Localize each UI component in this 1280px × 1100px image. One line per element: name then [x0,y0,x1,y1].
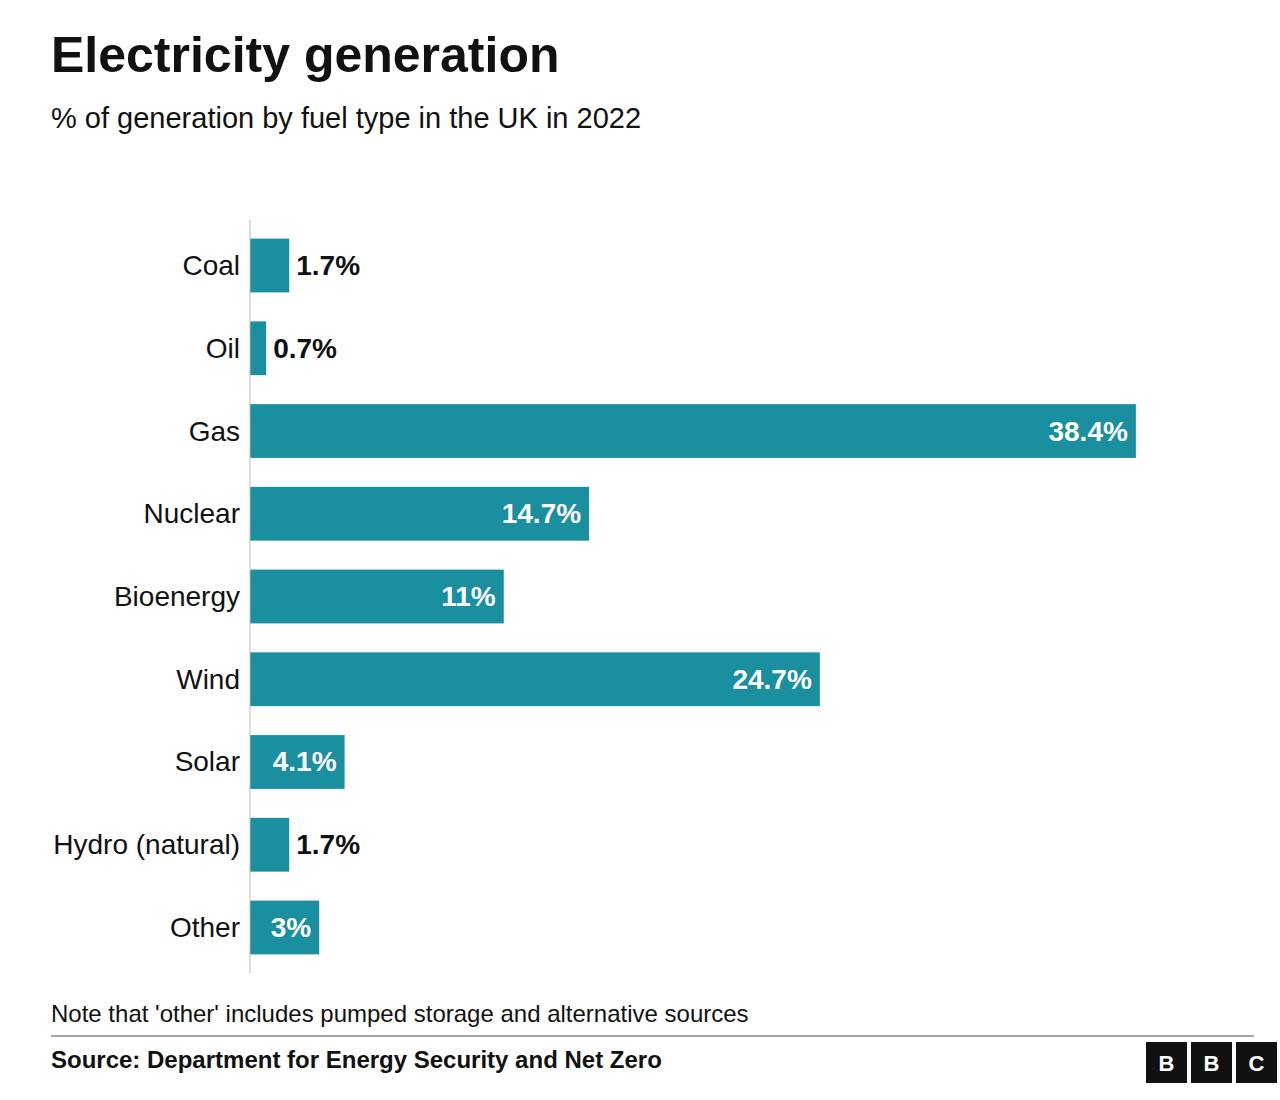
data-label: 4.1% [273,746,337,777]
logo-box [1146,1042,1187,1083]
data-label: 38.4% [1048,416,1127,447]
data-label: 1.7% [296,829,360,860]
logo: BBC [1146,1042,1277,1083]
logo-box [1191,1042,1232,1083]
separator [51,1035,1254,1037]
logo-letter: C [1249,1050,1265,1075]
bar [250,570,504,624]
y-tick-label: Solar [175,746,240,777]
bar [250,652,820,706]
bar [250,901,319,955]
bar [250,321,266,375]
data-label: 24.7% [732,664,811,695]
y-axis: Coal Oil Gas Nuclear Bioenergy Wind Solar Hydro… [53,220,250,973]
bar [250,404,1136,458]
bar [250,239,289,293]
data-label: 1.7% [296,250,360,281]
y-tick-label: Hydro (natural) [53,829,240,860]
data-label: 11% [441,581,496,612]
y-tick-label: Wind [176,664,240,695]
chart-svg: Electricity generation % of generation by… [0,0,1280,1100]
logo-letter: B [1159,1050,1175,1075]
bars [250,239,1136,955]
y-tick-label: Nuclear [144,498,240,529]
data-label: 0.7% [273,333,337,364]
y-tick-label: Gas [189,416,240,447]
logo-letter: B [1204,1050,1220,1075]
data-labels: 1.7% 0.7% 38.4% 14.7% 11% 24.7% 4.1% 1.7% 3% [271,250,1128,943]
y-axis-line [250,220,251,973]
y-tick-label: Coal [182,250,240,281]
bar [250,735,345,789]
background [0,0,1280,1100]
note: Note that 'other' includes pumped storag… [51,1000,749,1027]
data-label: 3% [271,912,312,943]
y-tick-label: Bioenergy [114,581,240,612]
data-label: 14.7% [502,498,581,529]
logo-box [1236,1042,1277,1083]
chart-container: Electricity generation % of generation by… [0,0,1280,1100]
subtitle: % of generation by fuel type in the UK i… [51,102,641,134]
y-tick-label: Other [170,912,240,943]
bar [250,487,589,541]
bar [250,818,289,872]
source: Source: Department for Energy Security a… [51,1046,662,1073]
title: Electricity generation [51,27,560,83]
logo-text: BBC [1159,1050,1265,1075]
y-tick-label: Oil [206,333,240,364]
